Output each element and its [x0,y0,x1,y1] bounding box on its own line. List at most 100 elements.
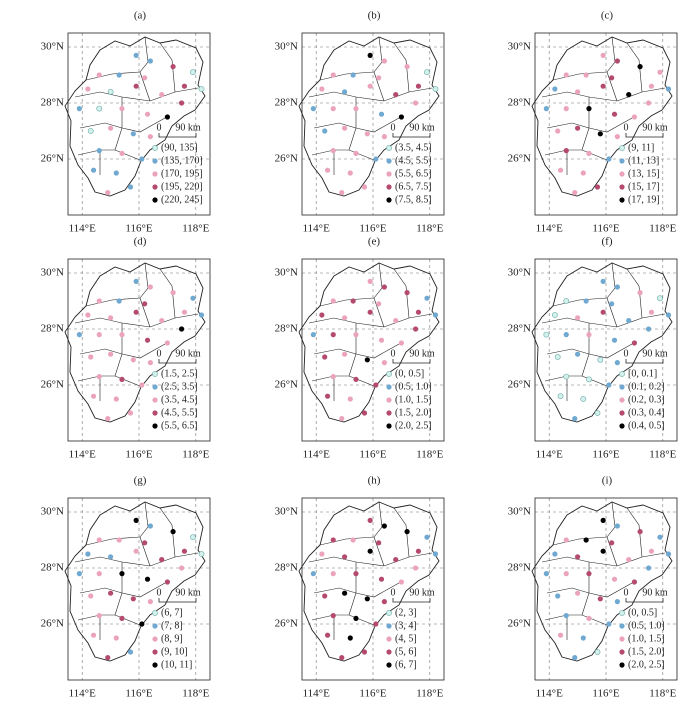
map-frame [301,497,445,681]
station-dot [87,128,94,134]
lon-tick-label: 114°E [69,449,96,461]
station-dot [563,373,570,380]
lon-tick-label: 114°E [536,223,563,235]
station-dot [543,571,549,577]
station-dot [164,579,170,585]
legend-label: (17, 19] [628,194,660,205]
legend-swatch [386,158,392,164]
legend-label: (5.5, 6.5] [395,168,432,179]
station-dot [147,134,153,140]
station-dot [127,184,134,190]
station-dot [557,632,564,638]
legend-label: (9, 11] [628,142,654,153]
station-dot [147,523,153,529]
station-dot [164,114,170,120]
lat-tick-label: 26°N [41,618,64,630]
lat-tick-label: 28°N [275,323,298,335]
station-dot [563,537,569,543]
station-dot [557,167,564,173]
legend-swatch [619,623,625,629]
scale-start: 0 [391,348,396,359]
legend-label: [0, 0.1] [628,368,657,379]
legend-swatch [619,158,625,164]
legend-label: (0, 0.5] [628,607,657,618]
station-dot [637,64,643,70]
station-dot [594,184,601,190]
station-dot [130,357,136,363]
legend-swatch [386,197,392,203]
station-dot [367,309,373,315]
map-panel: (f) 26°N 28°N 30°N 114°E 116°E 118°E 0 90 km [0, … [508,236,678,461]
legend-label: (1.0, 1.5] [395,394,432,405]
station-dot [552,551,558,557]
station-dot [181,83,188,89]
station-dot [347,635,353,641]
lon-tick-label: 118°E [416,223,443,235]
station-dot [342,125,348,131]
scale-end: 90 km [642,122,668,133]
legend-label: (90, 135] [161,142,198,153]
station-dot [113,635,119,641]
station-dot [342,315,348,321]
map-panel: (c) 26°N 28°N 30°N 114°E 116°E 118°E 0 90 km (9, … [508,10,678,235]
station-dot [190,534,196,541]
panel-label: (f) [602,236,613,248]
lon-tick-label: 116°E [359,688,386,700]
panel-label: (e) [368,236,381,248]
station-dot [88,593,94,599]
panel-label: (c) [601,10,614,22]
legend-label: (0.1, 0.2] [628,381,665,392]
legend-label: (7.5, 8.5] [395,194,432,205]
lon-tick-label: 114°E [536,688,563,700]
station-dot [381,58,387,64]
station-dot [76,332,82,338]
station-dot [626,318,632,324]
lat-tick-label: 28°N [508,562,531,574]
station-dot [413,100,419,106]
panel-label: (a) [134,10,147,22]
station-dot [606,382,612,388]
station-dot [324,167,331,173]
lon-tick-label: 116°E [359,449,386,461]
scale-start: 0 [157,122,162,133]
legend-label: (2, 3] [395,607,417,618]
scale-end: 90 km [175,587,201,598]
station-dot [90,393,97,399]
station-dot [330,571,336,577]
station-dot [364,596,370,602]
station-dot [76,106,82,112]
station-dot [179,565,185,571]
legend-swatch [386,397,392,403]
station-dot [113,170,119,176]
station-dot [580,170,586,176]
station-dot [108,554,114,560]
legend-swatch [619,423,625,429]
legend-swatch [386,623,392,629]
station-dot [381,134,387,140]
legend-swatch [152,197,158,203]
station-dot [398,579,404,585]
station-dot [330,106,336,112]
station-dot [142,75,148,81]
station-dot [147,284,153,290]
legend-swatch [386,423,392,429]
map-frame [67,258,211,442]
station-dot [614,284,620,290]
station-dot [432,551,439,557]
station-dot [563,106,569,112]
station-dot [353,106,359,112]
station-dot [179,326,185,332]
station-dot [330,148,336,154]
lat-tick-label: 26°N [275,618,298,630]
station-dot [319,312,325,318]
station-dot [543,331,550,338]
station-dot [609,75,615,81]
station-dot [353,332,359,338]
legend-label: (6.5, 7.5] [395,181,432,192]
legend-swatch [152,384,158,390]
lon-tick-label: 118°E [416,688,443,700]
legend-swatch [152,610,158,616]
station-dot [597,356,604,363]
station-dot [404,529,410,535]
